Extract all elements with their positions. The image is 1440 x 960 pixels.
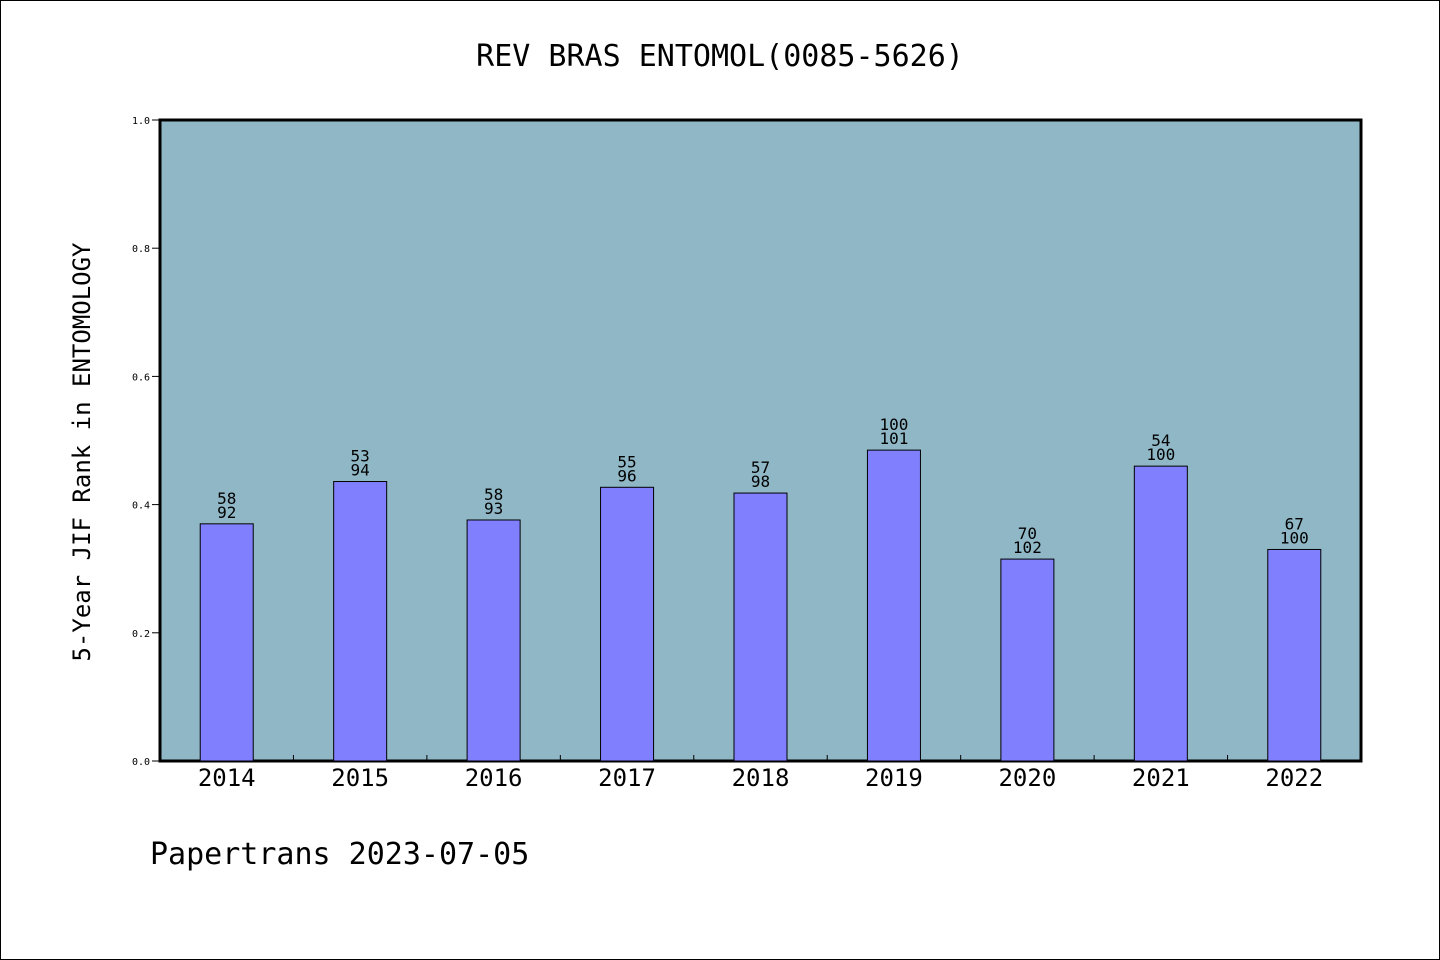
- rank-label: 58: [484, 485, 503, 504]
- rank-label: 54: [1151, 431, 1170, 450]
- total-label: 96: [617, 466, 636, 485]
- total-label: 92: [217, 503, 236, 522]
- x-tick-label: 2015: [331, 764, 389, 792]
- rank-label: 55: [617, 452, 636, 471]
- rank-label: 67: [1285, 514, 1304, 533]
- x-tick-label: 2016: [465, 764, 523, 792]
- x-axis-ticks: 2014 2015 2016 2017 2018 2019 2020 2021 2022: [198, 755, 1323, 792]
- rank-label: 58: [217, 489, 236, 508]
- y-axis-ticks: 0.0 0.2 0.4 0.6 0.8 1.0: [132, 116, 160, 768]
- y-axis-label: 5-Year JIF Rank in ENTOMOLOGY: [68, 242, 96, 662]
- rank-label: 100: [879, 415, 908, 434]
- y-tick-label: 0.2: [132, 629, 150, 640]
- bar-2016: [466, 519, 521, 762]
- total-label: 102: [1013, 538, 1042, 557]
- x-tick-label: 2018: [732, 764, 790, 792]
- bar-2022: [1267, 548, 1322, 762]
- rank-label: 70: [1018, 524, 1037, 543]
- y-tick-label: 1.0: [132, 116, 150, 127]
- x-tick-label: 2020: [998, 764, 1056, 792]
- rank-label: 53: [351, 447, 370, 466]
- bar-2015: [333, 481, 388, 762]
- y-tick-label: 0.6: [132, 372, 150, 383]
- total-label: 101: [879, 429, 908, 448]
- bar-2021: [1133, 465, 1188, 762]
- x-tick-label: 2019: [865, 764, 923, 792]
- total-label: 100: [1280, 528, 1309, 547]
- rank-label: 57: [751, 458, 770, 477]
- bar-2017: [600, 486, 655, 762]
- y-tick-label: 0.4: [132, 501, 150, 512]
- bar-2020: [1000, 558, 1055, 762]
- bar-2014: [199, 523, 254, 762]
- x-tick-label: 2022: [1265, 764, 1323, 792]
- bar-2018: [733, 492, 788, 762]
- total-label: 94: [351, 461, 370, 480]
- x-tick-label: 2014: [198, 764, 256, 792]
- bar-2019: [866, 449, 921, 762]
- chart-title: REV BRAS ENTOMOL(0085-5626): [476, 39, 964, 74]
- bars: [199, 449, 1322, 762]
- total-label: 93: [484, 499, 503, 518]
- total-label: 98: [751, 472, 770, 491]
- x-tick-label: 2021: [1132, 764, 1190, 792]
- x-tick-label: 2017: [598, 764, 656, 792]
- total-label: 100: [1146, 445, 1175, 464]
- y-tick-label: 0.0: [132, 757, 150, 768]
- footer-credit: Papertrans 2023-07-05: [150, 837, 529, 872]
- y-tick-label: 0.8: [132, 244, 150, 255]
